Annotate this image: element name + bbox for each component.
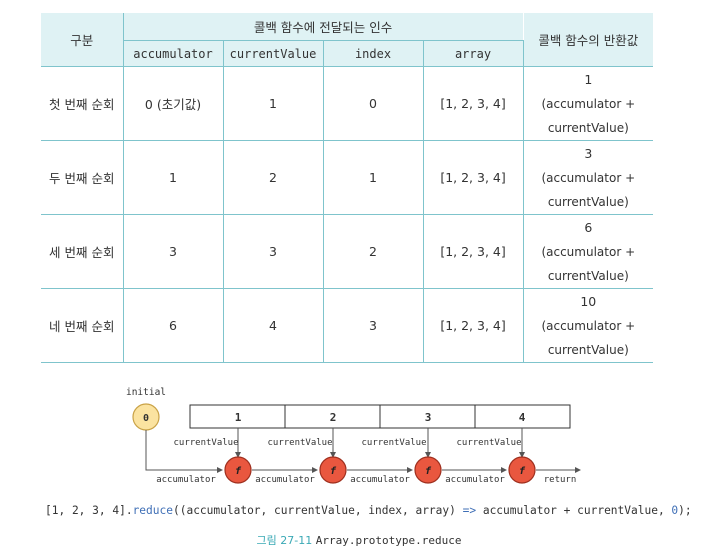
header-row-label: 구분: [41, 13, 124, 67]
table-row: 네 번째 순회 6 4 3 [1, 2, 3, 4] 10 (accumulat…: [41, 288, 654, 363]
header-accumulator: accumulator: [123, 40, 224, 67]
code-method: reduce: [132, 504, 173, 517]
array-cell: 4: [519, 411, 526, 424]
cell-return: 6 (accumulator + currentValue): [523, 214, 654, 289]
initial-value-text: 0: [143, 413, 149, 424]
callback-circle: [508, 456, 536, 484]
reduce-diagram: initial 0 1 2 3 4 currentValue currentVa…: [126, 387, 581, 485]
function-icon: f: [425, 466, 432, 477]
callback-circle: [224, 456, 252, 484]
cell-index: 3: [323, 288, 424, 363]
table-row: 첫 번째 순회 0 (초기값) 1 0 [1, 2, 3, 4] 1 (accu…: [41, 66, 654, 141]
function-icon: f: [235, 466, 242, 477]
header-callback-return: 콜백 함수의 반환값: [523, 13, 654, 67]
header-array: array: [423, 40, 524, 67]
row-label: 세 번째 순회: [41, 214, 124, 289]
code-array: [1, 2, 3, 4].: [45, 504, 133, 517]
cell-array: [1, 2, 3, 4]: [423, 214, 524, 289]
table-row: 두 번째 순회 1 2 1 [1, 2, 3, 4] 3 (accumulato…: [41, 140, 654, 215]
initial-label: initial: [126, 387, 166, 398]
cell-accumulator: 1: [123, 140, 224, 215]
function-icon: f: [330, 466, 337, 477]
current-value-label: currentValue: [361, 438, 426, 448]
array-cell: 1: [235, 411, 242, 424]
cell-accumulator: 0 (초기값): [123, 66, 224, 141]
header-index: index: [323, 40, 424, 67]
cell-index: 2: [323, 214, 424, 289]
cell-return: 3 (accumulator + currentValue): [523, 140, 654, 215]
cell-array: [1, 2, 3, 4]: [423, 140, 524, 215]
cell-accumulator: 3: [123, 214, 224, 289]
accumulator-arrow: [145, 430, 223, 473]
current-value-label: currentValue: [456, 438, 521, 448]
return-value: 3: [584, 145, 593, 161]
return-value: 1: [584, 71, 593, 87]
return-expression: (accumulator + currentValue): [541, 170, 636, 209]
figure-number: 그림 27-11: [256, 534, 313, 547]
cell-current-value: 2: [223, 140, 324, 215]
row-label: 네 번째 순회: [41, 288, 124, 363]
callback-node: f: [508, 456, 536, 484]
return-expression: (accumulator + currentValue): [541, 96, 636, 135]
reduce-iteration-table: 구분 콜백 함수에 전달되는 인수 콜백 함수의 반환값 accumulator…: [41, 13, 654, 363]
code-initial: 0: [671, 504, 679, 517]
array-cell: 3: [425, 411, 432, 424]
accumulator-label: accumulator: [445, 475, 505, 485]
cell-current-value: 4: [223, 288, 324, 363]
code-arrow: =>: [462, 504, 477, 517]
array-cell: 2: [330, 411, 337, 424]
callback-circle: [414, 456, 442, 484]
cell-current-value: 3: [223, 214, 324, 289]
cell-return: 10 (accumulator + currentValue): [523, 288, 654, 363]
cell-index: 0: [323, 66, 424, 141]
callback-node: f: [414, 456, 442, 484]
cell-array: [1, 2, 3, 4]: [423, 288, 524, 363]
accumulator-label: accumulator: [255, 475, 315, 485]
callback-circle: [319, 456, 347, 484]
code-body: accumulator + currentValue,: [476, 504, 672, 517]
current-value-label: currentValue: [173, 438, 238, 448]
return-value: 6: [584, 219, 593, 235]
header-callback-args: 콜백 함수에 전달되는 인수: [123, 13, 524, 41]
array-box: 1 2 3 4: [189, 404, 571, 429]
cell-accumulator: 6: [123, 288, 224, 363]
return-expression: (accumulator + currentValue): [541, 244, 636, 283]
row-label: 두 번째 순회: [41, 140, 124, 215]
return-expression: (accumulator + currentValue): [541, 318, 636, 357]
cell-return: 1 (accumulator + currentValue): [523, 66, 654, 141]
function-icon: f: [519, 466, 526, 477]
code-example: [1, 2, 3, 4].reduce((accumulator, curren…: [45, 504, 692, 517]
row-label: 첫 번째 순회: [41, 66, 124, 141]
table-row: 세 번째 순회 3 3 2 [1, 2, 3, 4] 6 (accumulato…: [41, 214, 654, 289]
cell-current-value: 1: [223, 66, 324, 141]
callback-node: f: [319, 456, 347, 484]
code-args: ((accumulator, currentValue, index, arra…: [172, 504, 463, 517]
accumulator-label: accumulator: [156, 475, 216, 485]
figure-title: Array.prototype.reduce: [315, 534, 462, 547]
return-label: return: [544, 475, 577, 485]
callback-node: f: [224, 456, 252, 484]
header-current-value: currentValue: [223, 40, 324, 67]
current-value-label: currentValue: [267, 438, 332, 448]
cell-array: [1, 2, 3, 4]: [423, 66, 524, 141]
code-suffix: );: [678, 504, 692, 517]
cell-index: 1: [323, 140, 424, 215]
figure-caption: 그림 27-11 Array.prototype.reduce: [0, 532, 718, 548]
return-value: 10: [580, 293, 597, 309]
accumulator-label: accumulator: [350, 475, 410, 485]
